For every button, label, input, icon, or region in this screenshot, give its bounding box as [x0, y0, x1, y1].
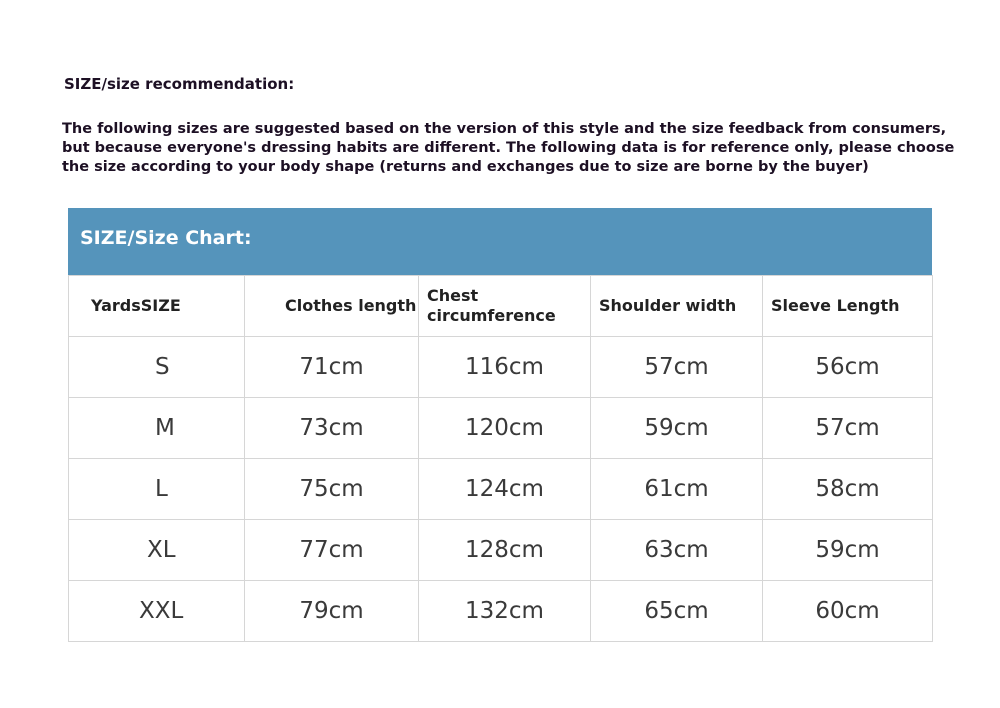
chart-title: SIZE/Size Chart: [68, 208, 932, 275]
measurement-cell: 59cm [590, 397, 763, 459]
measurement-cell: 57cm [762, 397, 933, 459]
table-row: S 71cm 116cm 57cm 56cm [68, 336, 933, 398]
measurement-cell: 59cm [762, 519, 933, 581]
measurement-cell: 73cm [244, 397, 419, 459]
measurement-cell: 57cm [590, 336, 763, 398]
measurement-cell: 56cm [762, 336, 933, 398]
measurement-cell: 120cm [418, 397, 591, 459]
header-row: YardsSIZE Clothes length Chest circumferen… [68, 275, 933, 337]
size-cell: XL [68, 519, 245, 581]
measurement-cell: 132cm [418, 580, 591, 642]
size-chart: SIZE/Size Chart: YardsSIZE Clothes length… [68, 208, 933, 642]
size-table: YardsSIZE Clothes length Chest circumferen… [68, 275, 933, 642]
measurement-cell: 71cm [244, 336, 419, 398]
size-cell: L [68, 458, 245, 520]
table-row: XL 77cm 128cm 63cm 59cm [68, 519, 933, 581]
measurement-cell: 128cm [418, 519, 591, 581]
table-row: M 73cm 120cm 59cm 57cm [68, 397, 933, 459]
column-header: YardsSIZE [68, 275, 245, 337]
size-cell: S [68, 336, 245, 398]
column-header: Clothes length [244, 275, 419, 337]
measurement-cell: 63cm [590, 519, 763, 581]
measurement-cell: 116cm [418, 336, 591, 398]
column-header: Chest circumference [418, 275, 591, 337]
measurement-cell: 60cm [762, 580, 933, 642]
recommendation-title: SIZE/size recommendation: [64, 75, 295, 93]
measurement-cell: 124cm [418, 458, 591, 520]
table-row: L 75cm 124cm 61cm 58cm [68, 458, 933, 520]
measurement-cell: 79cm [244, 580, 419, 642]
measurement-cell: 77cm [244, 519, 419, 581]
table-row: XXL 79cm 132cm 65cm 60cm [68, 580, 933, 642]
size-cell: XXL [68, 580, 245, 642]
measurement-cell: 61cm [590, 458, 763, 520]
column-header: Shoulder width [590, 275, 763, 337]
measurement-cell: 65cm [590, 580, 763, 642]
measurement-cell: 75cm [244, 458, 419, 520]
column-header: Sleeve Length [762, 275, 933, 337]
size-note: The following sizes are suggested based … [62, 121, 955, 175]
measurement-cell: 58cm [762, 458, 933, 520]
size-cell: M [68, 397, 245, 459]
